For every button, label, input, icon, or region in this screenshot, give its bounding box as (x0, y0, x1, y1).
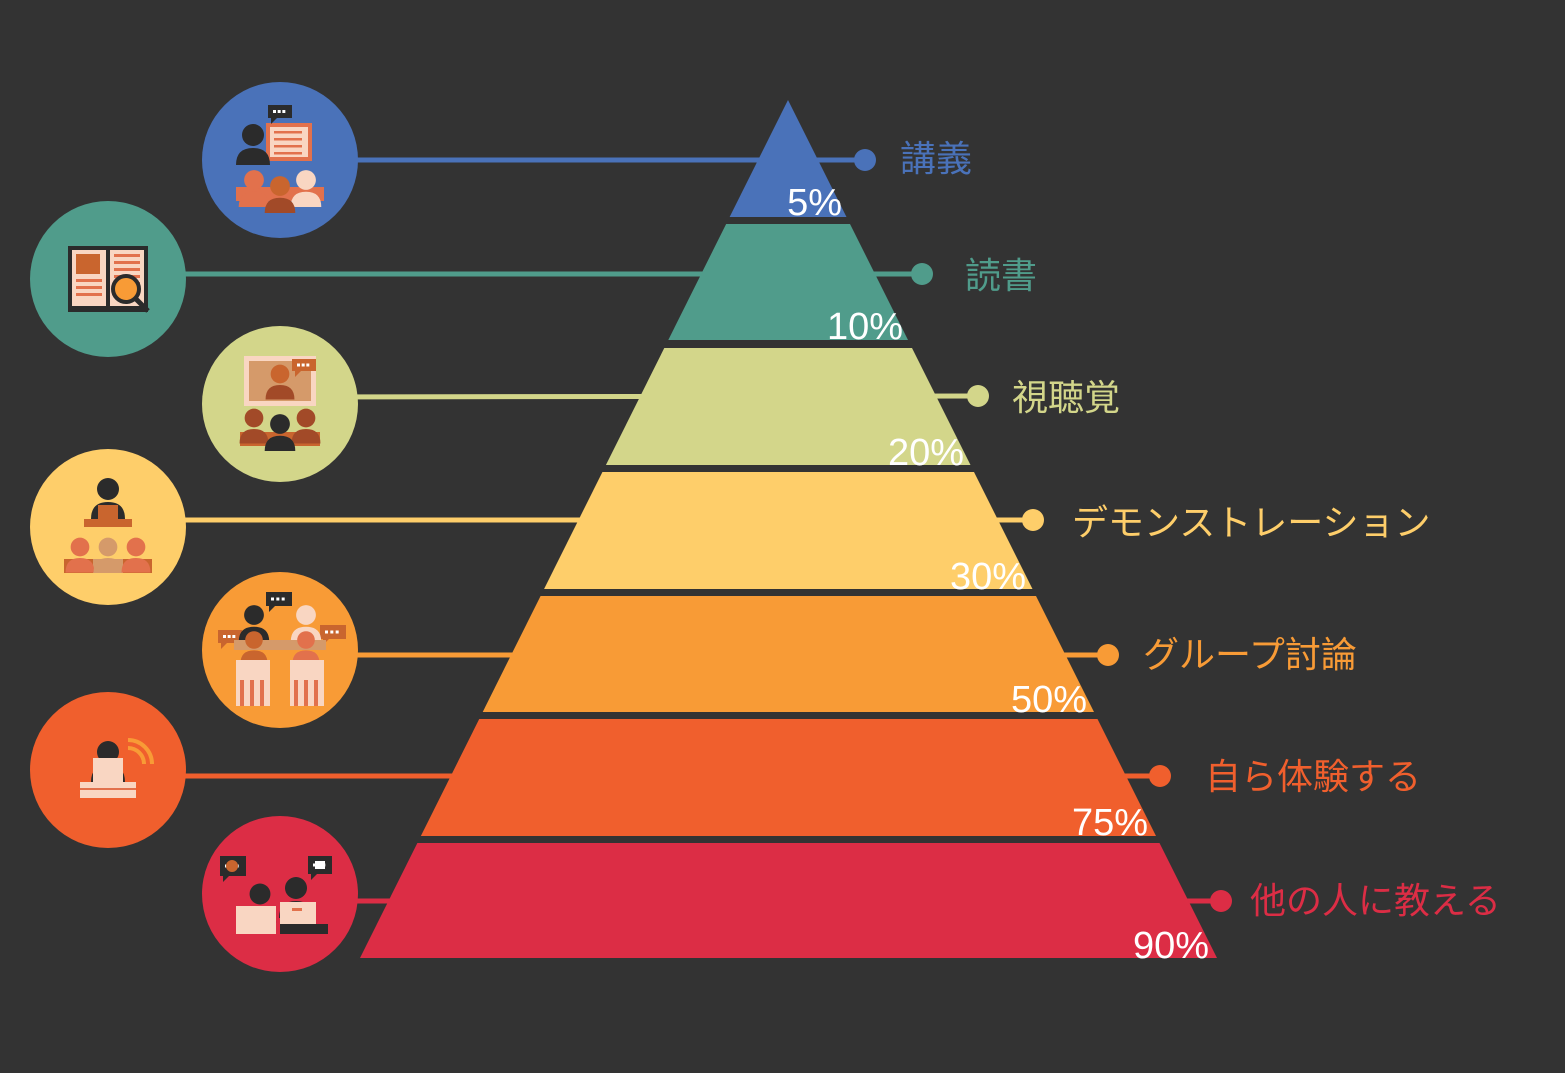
pyramid-bands: 5% 10% 20% 30% 50% 75% 90% (360, 100, 1217, 967)
percent-label-audiovisual: 20% (888, 432, 964, 474)
pyramid-band-practice (420, 719, 1157, 836)
level-label-teach-others: 他の人に教える (1250, 881, 1501, 922)
connector-dot-demonstration (1022, 509, 1044, 531)
level-label-audiovisual: 視聴覚 (1012, 378, 1120, 419)
connector-dot-lecture (854, 149, 876, 171)
percent-label-group-discussion: 50% (1011, 679, 1087, 721)
pyramid-band-lecture (729, 100, 847, 217)
teach-others-icon (202, 816, 358, 972)
level-label-reading: 読書 (965, 256, 1037, 297)
percent-label-demonstration: 30% (950, 556, 1026, 598)
demonstration-icon (30, 449, 186, 605)
pyramid-band-reading (668, 224, 908, 340)
level-label-group-discussion: グループ討論 (1143, 635, 1357, 676)
connector-dot-group-discussion (1097, 644, 1119, 666)
percent-label-reading: 10% (827, 306, 903, 348)
reading-icon (30, 201, 186, 357)
practice-by-doing-icon (30, 692, 186, 848)
level-label-demonstration: デモンストレーション (1072, 503, 1431, 544)
icon-circles (30, 82, 358, 972)
pyramid-band-group-discussion (482, 596, 1095, 712)
lecture-icon (202, 82, 358, 238)
level-label-lecture: 講義 (900, 139, 972, 180)
connector-dot-practice (1149, 765, 1171, 787)
connector-dot-teach-others (1210, 890, 1232, 912)
percent-label-teach-others: 90% (1133, 925, 1209, 967)
percent-label-lecture: 5% (787, 182, 842, 224)
pyramid-band-teach-others (360, 843, 1217, 958)
connector-dot-reading (911, 263, 933, 285)
connector-dot-audiovisual (967, 385, 989, 407)
pyramid-band-audiovisual (605, 348, 971, 465)
audiovisual-icon (202, 326, 358, 482)
percent-label-practice: 75% (1072, 802, 1148, 844)
level-label-practice: 自ら体験する (1205, 757, 1421, 798)
pyramid-band-demonstration (544, 472, 1033, 589)
group-discussion-icon (202, 572, 358, 728)
